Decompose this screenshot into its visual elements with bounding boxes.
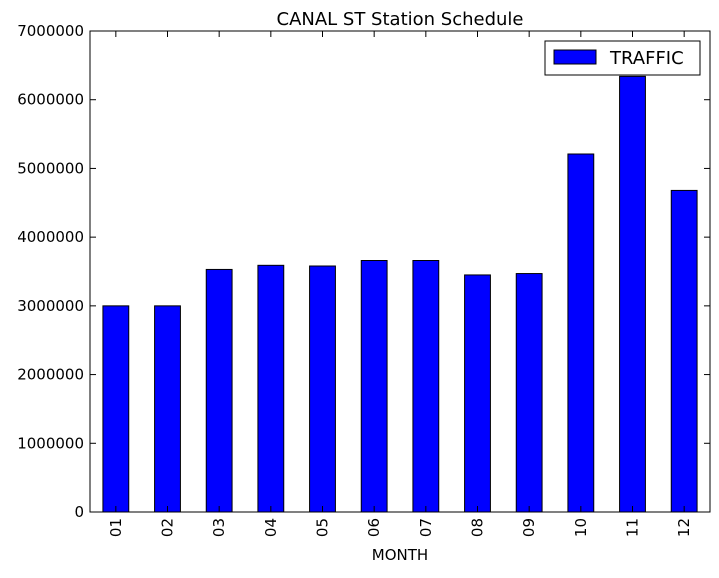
chart-title: CANAL ST Station Schedule	[277, 9, 524, 30]
legend-swatch	[553, 49, 597, 65]
y-tick-label: 0	[74, 503, 84, 521]
x-tick-label: 10	[572, 518, 590, 537]
x-tick-label: 06	[365, 518, 383, 537]
x-tick-label: 09	[520, 518, 538, 537]
bar-06	[360, 260, 388, 513]
bar-08	[464, 274, 491, 513]
legend: TRAFFIC	[544, 40, 701, 76]
y-tick-label: 4000000	[17, 228, 84, 246]
x-tick-label: 02	[159, 518, 177, 537]
y-tick-label: 6000000	[17, 91, 84, 109]
bars-layer	[102, 75, 698, 513]
y-tick-label: 2000000	[17, 366, 84, 384]
bar-12	[670, 189, 698, 513]
bar-03	[205, 268, 233, 513]
bar-01	[102, 305, 130, 513]
x-tick-label: 04	[262, 518, 280, 537]
x-tick-label: 05	[314, 518, 332, 537]
legend-label: TRAFFIC	[609, 48, 684, 69]
bar-07	[412, 260, 440, 513]
y-tick-label: 5000000	[17, 159, 84, 177]
x-tick-label: 07	[417, 518, 435, 537]
y-tick-label: 3000000	[17, 297, 84, 315]
bar-04	[257, 264, 285, 513]
x-tick-label: 11	[624, 518, 642, 537]
x-axis-label: MONTH	[372, 546, 428, 564]
x-tick-label: 12	[675, 518, 693, 537]
x-axis: 01 02 03 04 05 06 07 08 09 10 11 12	[107, 31, 693, 537]
bar-11	[619, 75, 646, 513]
bar-09	[515, 273, 543, 513]
y-axis: 0 1000000 2000000 3000000 4000000 5000000 6000…	[17, 22, 710, 521]
y-tick-label: 1000000	[17, 434, 84, 452]
bar-05	[309, 265, 336, 513]
plot-frame	[89, 30, 711, 513]
bar-02	[154, 305, 181, 513]
y-tick-label: 7000000	[17, 22, 84, 40]
bar-10	[567, 153, 595, 513]
x-tick-label: 03	[210, 518, 228, 537]
x-tick-label: 08	[469, 518, 487, 537]
x-tick-label: 01	[107, 518, 125, 537]
